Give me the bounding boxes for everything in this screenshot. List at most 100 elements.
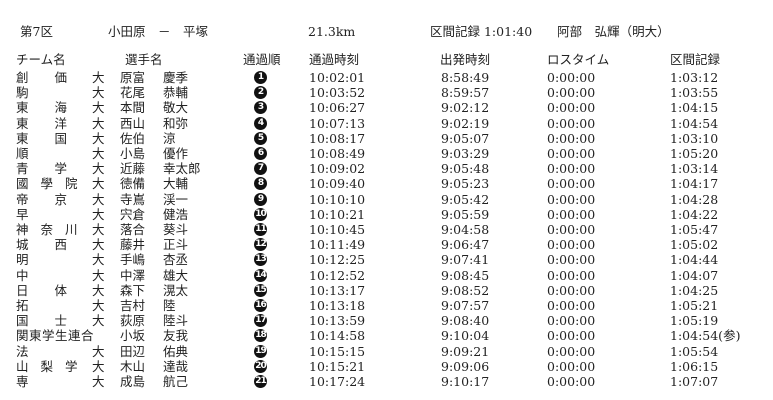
runner-given-name: 陸 (163, 298, 176, 313)
team-name: 山梨学 (16, 358, 90, 374)
team-name: 順 (16, 146, 29, 161)
start-time: 9:05:42 (441, 191, 490, 207)
team-name: 創価 (16, 70, 94, 85)
stage-time: 1:03:12 (670, 70, 719, 85)
runner-surname: 近藤 (120, 161, 146, 177)
start-time: 8:59:57 (441, 85, 490, 101)
team-name: 帝京 (16, 191, 94, 207)
team-suffix: 大 (92, 374, 105, 389)
team-name: 法 (16, 343, 29, 359)
team-name: 明 (16, 252, 29, 268)
loss-time: 0:00:00 (547, 130, 596, 146)
team-suffix: 大 (92, 222, 105, 237)
start-time: 9:02:19 (441, 115, 490, 131)
runner-given-name: 敬大 (163, 100, 189, 116)
rank-badge: 16 (254, 299, 267, 312)
table-row: 早 大宍倉 健浩 10 10:10:21 9:05:59 0:00:00 1:04:22 (0, 207, 773, 222)
start-time: 9:09:06 (441, 358, 490, 374)
rank-badge: 18 (254, 329, 267, 343)
runner-given-name: 優作 (163, 146, 189, 161)
runner-surname: 木山 (120, 358, 146, 374)
pass-time: 10:15:21 (309, 358, 366, 374)
team-suffix: 大 (92, 252, 105, 268)
loss-time: 0:00:00 (547, 222, 596, 237)
team-suffix: 大 (92, 343, 105, 359)
pass-time: 10:10:10 (309, 191, 366, 207)
rank-badge: 14 (254, 268, 267, 282)
team-name: 専 (16, 374, 29, 389)
runner-surname: 荻原 (120, 313, 146, 329)
rank-badge: 7 (254, 162, 267, 176)
pass-time: 10:10:21 (309, 206, 366, 222)
pass-time: 10:15:15 (309, 343, 366, 359)
start-time: 9:10:04 (441, 328, 490, 344)
runner-given-name: 滉太 (163, 282, 189, 298)
stage-time: 1:05:19 (670, 313, 719, 329)
rank-badge: 9 (254, 192, 267, 206)
stage-time: 1:05:47 (670, 222, 719, 237)
stage-time: 1:04:44 (670, 252, 719, 268)
runner-surname: 手嶋 (120, 252, 146, 268)
stage-time: 1:04:15 (670, 100, 719, 116)
start-time: 9:02:12 (441, 100, 490, 116)
runner-surname: 徳備 (120, 176, 146, 192)
stage-time: 1:06:15 (670, 358, 719, 374)
loss-time: 0:00:00 (547, 298, 596, 313)
start-time: 9:08:45 (441, 267, 490, 283)
rank-badge: 10 (254, 207, 267, 221)
team-name: 早 (16, 206, 29, 222)
stage-record-holder: 区間記録 1:01:40 阿部 弘輝（明大） (430, 24, 670, 39)
rank-badge: 17 (254, 314, 267, 328)
runner-surname: 原富 (120, 70, 146, 85)
table-row: 駒 大花尾 恭輔 2 10:03:52 8:59:57 0:00:00 1:03:55 (0, 85, 773, 100)
team-name: 東海 (16, 100, 94, 116)
runner-surname: 佐伯 (120, 130, 146, 146)
team-name: 城西 (16, 237, 94, 253)
table-row: 東国大佐伯 涼 5 10:08:17 9:05:07 0:00:00 1:03:10 (0, 131, 773, 146)
team-name: 神奈川 (16, 222, 90, 237)
table-row: 順 大小島 優作 6 10:08:49 9:03:29 0:00:00 1:05:20 (0, 146, 773, 161)
loss-time: 0:00:00 (547, 267, 596, 283)
rank-badge: 6 (254, 147, 267, 160)
rank-badge: 1 (254, 71, 267, 84)
start-time: 9:08:40 (441, 313, 490, 329)
pass-time: 10:02:01 (309, 70, 366, 85)
start-time: 9:10:17 (441, 374, 490, 389)
team-suffix: 大 (92, 313, 105, 329)
runner-surname: 西山 (120, 115, 146, 131)
runner-given-name: 渓一 (163, 191, 189, 207)
loss-time: 0:00:00 (547, 374, 596, 389)
rank-badge: 13 (254, 253, 267, 267)
table-row: 東洋大西山 和弥 4 10:07:13 9:02:19 0:00:00 1:04:54 (0, 116, 773, 131)
table-row: 法 大田辺 佑典 19 10:15:15 9:09:21 0:00:00 1:05:54 (0, 344, 773, 359)
team-name: 中 (16, 267, 29, 283)
loss-time: 0:00:00 (547, 161, 596, 177)
team-name: 関東学生連合 (16, 328, 95, 344)
stage-time: 1:05:02 (670, 237, 719, 253)
table-row: 國學院大徳備 大輔 8 10:09:40 9:05:23 0:00:00 1:04:17 (0, 176, 773, 191)
loss-time: 0:00:00 (547, 252, 596, 268)
runner-surname: 田辺 (120, 343, 146, 359)
runner-given-name: 幸太郎 (163, 161, 201, 177)
rank-badge: 12 (254, 238, 267, 252)
stage-time: 1:05:21 (670, 298, 719, 313)
table-row: 創価大原富 慶季 1 10:02:01 8:58:49 0:00:00 1:03:12 (0, 70, 773, 85)
pass-time: 10:13:59 (309, 313, 366, 329)
team-suffix: 大 (92, 191, 105, 207)
runner-given-name: 涼 (163, 130, 176, 146)
rank-badge: 19 (254, 344, 267, 358)
team-suffix: 大 (92, 100, 105, 116)
runner-surname: 藤井 (120, 237, 146, 253)
start-time: 9:05:23 (441, 176, 490, 192)
stage-time: 1:04:54(参) (670, 328, 741, 344)
pass-time: 10:11:49 (309, 237, 366, 253)
pass-time: 10:12:52 (309, 267, 366, 283)
team-name: 東国 (16, 130, 94, 146)
team-suffix: 大 (92, 161, 105, 177)
stage-time: 1:04:28 (670, 191, 719, 207)
pass-time: 10:08:17 (309, 130, 366, 146)
team-suffix: 大 (92, 237, 105, 253)
table-row: 専 大成島 航己 21 10:17:24 9:10:17 0:00:00 1:07:07 (0, 374, 773, 389)
table-row: 拓 大吉村 陸 16 10:13:18 9:07:57 0:00:00 1:05:21 (0, 298, 773, 313)
team-name: 国士 (16, 313, 94, 329)
